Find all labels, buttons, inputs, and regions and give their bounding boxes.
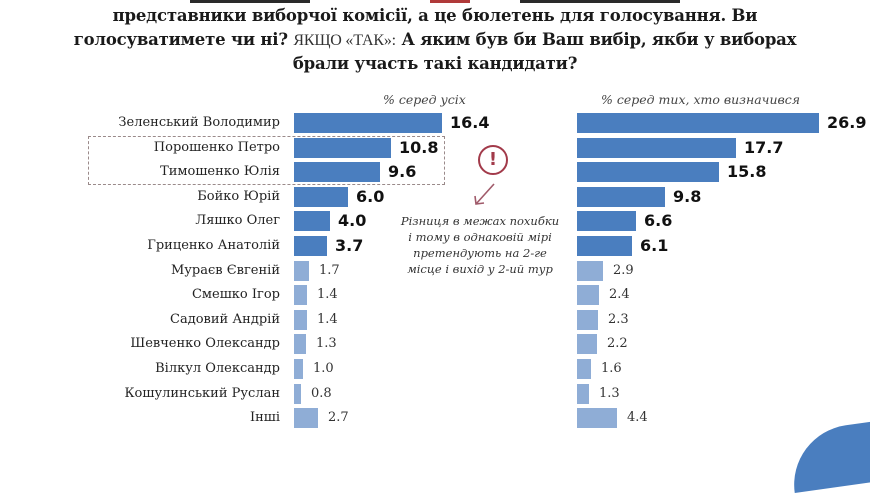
- category-label: Кошулинський Руслан: [124, 386, 280, 401]
- right-value-label: 2.4: [609, 287, 630, 302]
- right-value-label: 2.3: [608, 312, 629, 327]
- left-value-label: 9.6: [388, 162, 417, 181]
- left-bar: [294, 211, 330, 231]
- left-bar: [294, 285, 307, 305]
- margin-of-error-note: Різниця в межах похибки і тому в однаков…: [390, 213, 570, 277]
- right-bar: [577, 187, 665, 207]
- left-bar: [294, 261, 309, 281]
- right-bar: [577, 113, 819, 133]
- question-text: голосуватимете чи ні?: [73, 29, 288, 49]
- right-bar: [577, 310, 598, 330]
- question-line-2: представники виборчої комісії, а це бюле…: [112, 6, 758, 25]
- left-value-label: 1.0: [313, 361, 334, 376]
- left-bar: [294, 310, 307, 330]
- right-bar: [577, 334, 597, 354]
- category-label: Інші: [249, 410, 280, 425]
- left-value-label: 6.0: [356, 187, 385, 206]
- question-condition: ЯКЩО «ТАК»:: [293, 31, 396, 49]
- category-label: Порошенко Петро: [153, 140, 280, 155]
- right-bar: [577, 211, 636, 231]
- right-bar: [577, 261, 603, 281]
- left-value-label: 1.7: [319, 263, 340, 278]
- left-bar: [294, 236, 327, 256]
- category-label: Шевченко Олександр: [130, 336, 280, 351]
- right-value-label: 9.8: [673, 187, 702, 206]
- question-text: А яким був би Ваш вибір, якби у виборах: [401, 29, 797, 49]
- category-label: Гриценко Анатолій: [147, 238, 280, 253]
- right-bar: [577, 162, 719, 182]
- category-label: Вілкул Олександр: [155, 361, 280, 376]
- right-value-label: 17.7: [744, 138, 784, 157]
- category-label: Смешко Ігор: [191, 287, 280, 302]
- category-label: Ляшко Олег: [195, 213, 280, 228]
- category-label: Бойко Юрій: [197, 189, 280, 204]
- right-bar: [577, 384, 589, 404]
- left-bar: [294, 408, 318, 428]
- left-value-label: 1.4: [317, 312, 338, 327]
- left-value-label: 10.8: [399, 138, 439, 157]
- note-line: претендують на 2-ге: [413, 246, 547, 260]
- margin-of-error-highlight: [88, 136, 445, 185]
- left-bar: [294, 359, 303, 379]
- right-value-label: 1.6: [601, 361, 622, 376]
- right-value-label: 1.3: [599, 386, 620, 401]
- right-chart-title: % серед тих, хто визначився: [601, 92, 801, 107]
- left-value-label: 1.4: [317, 287, 338, 302]
- left-bar: [294, 384, 301, 404]
- clipped-title-line: [0, 0, 870, 4]
- arrow-down-left-icon: [474, 183, 495, 205]
- right-value-label: 6.1: [640, 236, 669, 255]
- left-bar: [294, 138, 391, 158]
- right-value-label: 26.9: [827, 113, 867, 132]
- left-value-label: 1.3: [316, 336, 337, 351]
- left-chart-title: % серед усіх: [383, 92, 466, 107]
- left-value-label: 2.7: [328, 410, 349, 425]
- question-line-4: брали участь такі кандидати?: [292, 54, 578, 73]
- right-value-label: 2.2: [607, 336, 628, 351]
- right-value-label: 6.6: [644, 211, 673, 230]
- category-label: Тимошенко Юлія: [160, 164, 280, 179]
- left-value-label: 3.7: [335, 236, 364, 255]
- left-bar: [294, 334, 306, 354]
- left-value-label: 0.8: [311, 386, 332, 401]
- note-line: місце і вихід у 2-ий тур: [407, 262, 553, 276]
- note-line: і тому в однаковій мірі: [408, 230, 552, 244]
- note-line: Різниця в межах похибки: [400, 214, 560, 228]
- right-bar: [577, 285, 599, 305]
- decorative-corner-shape: [786, 416, 870, 493]
- category-label: Зеленський Володимир: [118, 115, 280, 130]
- left-bar: [294, 113, 442, 133]
- left-bar: [294, 187, 348, 207]
- right-bar: [577, 359, 591, 379]
- right-value-label: 2.9: [613, 263, 634, 278]
- left-value-label: 16.4: [450, 113, 490, 132]
- right-bar: [577, 408, 617, 428]
- category-label: Садовий Андрій: [170, 312, 280, 327]
- right-value-label: 15.8: [727, 162, 767, 181]
- left-bar: [294, 162, 380, 182]
- exclamation-circle-icon: !: [478, 145, 508, 175]
- category-label: Мураєв Євгеній: [170, 263, 280, 278]
- left-value-label: 4.0: [338, 211, 367, 230]
- right-bar: [577, 138, 736, 158]
- right-bar: [577, 236, 632, 256]
- right-value-label: 4.4: [627, 410, 648, 425]
- question-line-3: голосуватимете чи ні? ЯКЩО «ТАК»: А яким…: [0, 28, 870, 53]
- survey-question: представники виборчої комісії, а це бюле…: [0, 0, 870, 76]
